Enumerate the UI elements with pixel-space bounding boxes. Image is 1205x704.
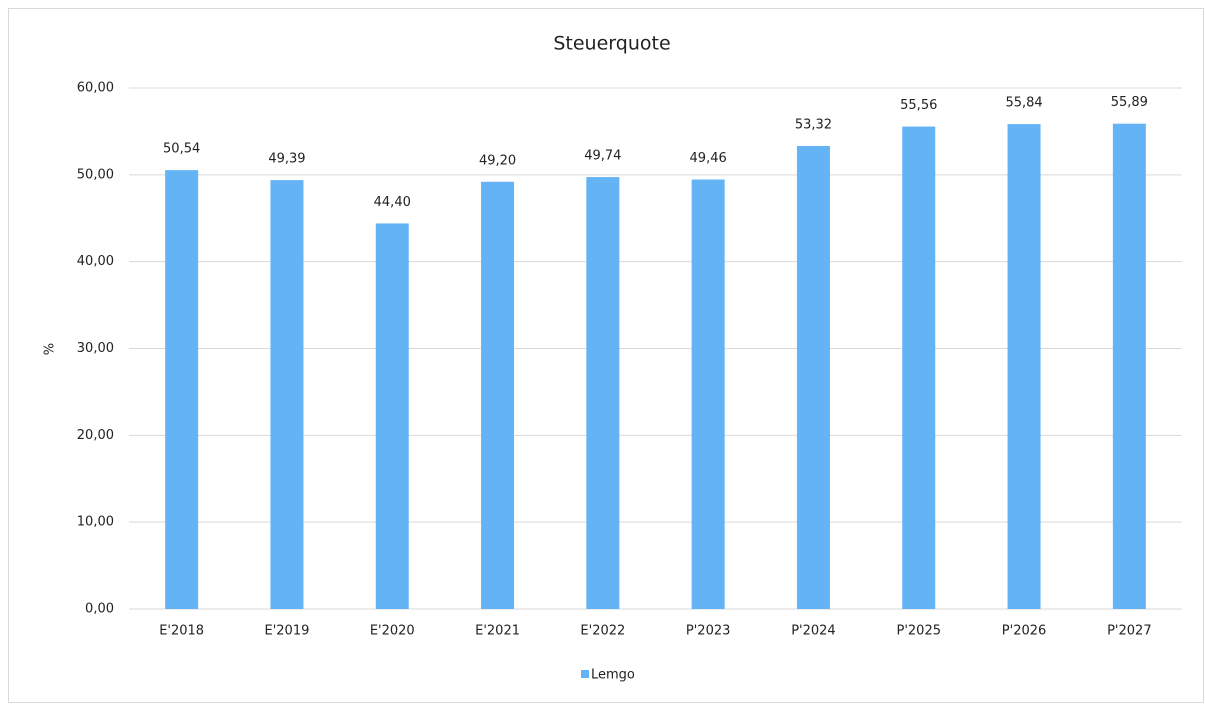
legend-label: Lemgo	[591, 668, 635, 683]
data-label: 49,39	[268, 152, 305, 167]
y-tick-label: 20,00	[77, 428, 114, 443]
y-tick-label: 10,00	[77, 515, 114, 530]
chart-title: Steuerquote	[553, 33, 670, 55]
data-label: 55,89	[1111, 95, 1148, 110]
x-tick-label: E'2022	[580, 624, 625, 639]
bar	[1112, 123, 1146, 609]
x-tick-label: P'2025	[897, 624, 942, 639]
y-tick-label: 40,00	[77, 254, 114, 269]
x-tick-label: P'2024	[791, 624, 836, 639]
bar	[902, 126, 936, 609]
bar	[481, 181, 515, 609]
legend-swatch	[581, 670, 589, 678]
bar	[375, 223, 409, 609]
y-tick-label: 0,00	[85, 602, 114, 617]
bar	[691, 179, 725, 609]
x-tick-label: E'2020	[370, 624, 415, 639]
bar	[586, 177, 620, 609]
data-label: 50,54	[163, 142, 200, 157]
data-label: 55,56	[900, 98, 937, 113]
data-label: 53,32	[795, 118, 832, 133]
y-tick-label: 60,00	[77, 81, 114, 96]
x-tick-label: E'2019	[265, 624, 310, 639]
bar	[270, 180, 304, 609]
data-label: 49,20	[479, 153, 516, 168]
data-label: 55,84	[1005, 96, 1042, 111]
bar	[1007, 124, 1041, 609]
y-tick-label: 30,00	[77, 341, 114, 356]
x-tick-label: P'2027	[1107, 624, 1152, 639]
x-tick-label: E'2021	[475, 624, 520, 639]
bar	[796, 146, 830, 609]
bar	[165, 170, 199, 609]
x-tick-label: P'2023	[686, 624, 731, 639]
x-tick-label: P'2026	[1002, 624, 1047, 639]
x-tick-label: E'2018	[159, 624, 204, 639]
data-label: 44,40	[374, 195, 411, 210]
data-label: 49,74	[584, 149, 621, 164]
y-tick-label: 50,00	[77, 167, 114, 182]
y-axis-label: %	[43, 343, 58, 355]
data-label: 49,46	[690, 151, 727, 166]
